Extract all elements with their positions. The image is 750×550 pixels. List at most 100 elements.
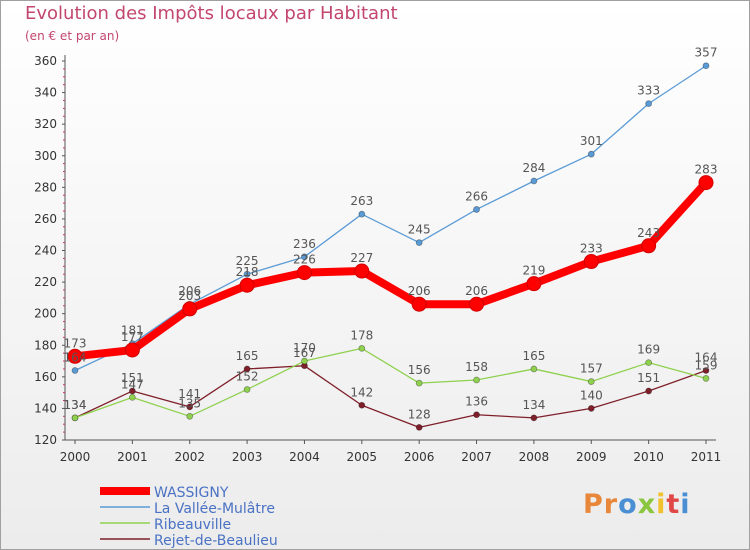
data-label: 158 (465, 360, 488, 374)
data-label: 152 (236, 369, 259, 383)
legend-label: Rejet-de-Beaulieu (154, 533, 278, 549)
data-label: 227 (350, 251, 373, 265)
legend-label: La Vallée-Mulâtre (154, 501, 275, 517)
data-label: 245 (408, 223, 431, 237)
logo-letter: P (583, 489, 604, 520)
data-point (415, 379, 423, 387)
data-point (71, 367, 79, 374)
data-label: 141 (178, 387, 201, 401)
data-point (526, 276, 542, 292)
data-point (243, 270, 251, 278)
data-point (645, 387, 653, 395)
data-point (67, 348, 83, 364)
data-point (641, 238, 657, 254)
data-label: 178 (350, 328, 373, 342)
logo-letter: x (637, 489, 657, 520)
data-point (71, 414, 79, 422)
data-label: 156 (408, 363, 431, 377)
data-point (411, 296, 427, 312)
x-tick-label: 2003 (232, 450, 263, 464)
data-label: 226 (293, 253, 316, 267)
data-label: 165 (522, 349, 545, 363)
series-line (71, 178, 710, 361)
y-tick-label: 340 (34, 86, 57, 100)
data-point (415, 423, 423, 431)
data-point (702, 62, 710, 70)
data-label: 159 (695, 358, 718, 372)
data-point (239, 277, 255, 293)
y-tick-label: 280 (34, 180, 57, 194)
logo-letter: o (618, 489, 638, 520)
data-label: 236 (293, 237, 316, 251)
logo-letter: t (666, 489, 681, 520)
data-label: 157 (580, 362, 603, 376)
data-point (301, 357, 308, 365)
data-label: 266 (465, 189, 488, 203)
data-point (702, 375, 710, 382)
data-label: 177 (121, 330, 144, 344)
data-label: 134 (64, 398, 87, 412)
data-point (645, 100, 653, 108)
data-label: 136 (465, 395, 488, 409)
y-axis: 120 140 160 180 200 220 240 260 280 300 320 340 360 (34, 54, 66, 447)
data-point (645, 359, 653, 367)
y-tick-label: 220 (34, 275, 57, 289)
data-label: 218 (236, 265, 259, 279)
logo-letter: i (680, 489, 691, 520)
data-point (587, 378, 595, 385)
data-label: 225 (236, 254, 259, 268)
data-label: 206 (178, 284, 201, 298)
data-point (128, 387, 136, 395)
x-tick-label: 2000 (60, 450, 91, 464)
data-point (473, 206, 480, 213)
data-point (358, 210, 366, 218)
data-label: 167 (293, 346, 316, 360)
y-tick-label: 300 (34, 149, 57, 163)
y-tick-label: 180 (34, 338, 57, 352)
data-label: 333 (637, 84, 660, 98)
data-point (182, 301, 198, 317)
data-label: 151 (637, 371, 660, 385)
data-point (530, 414, 538, 422)
data-point (587, 150, 595, 158)
y-tick-label: 260 (34, 212, 57, 226)
legend-label: Ribeauville (154, 517, 231, 533)
chart-subtitle: (en € et par an) (25, 29, 120, 43)
data-label: 206 (465, 284, 488, 298)
data-point (186, 403, 194, 411)
data-point (358, 345, 366, 352)
x-tick-label: 2010 (633, 450, 664, 464)
data-label: 140 (580, 388, 603, 402)
series-line (74, 365, 707, 429)
x-tick-label: 2001 (117, 450, 148, 464)
data-label: 301 (580, 134, 603, 148)
y-tick-label: 360 (34, 54, 57, 68)
x-tick-label: 2011 (691, 450, 722, 464)
data-point (702, 367, 710, 374)
series-line (74, 347, 707, 419)
proxiti-logo: Proxiti (583, 489, 691, 520)
x-tick-label: 2008 (519, 450, 550, 464)
x-tick-label: 2005 (347, 450, 378, 464)
logo-letter: r (603, 489, 619, 520)
data-label: 206 (408, 284, 431, 298)
series-line (74, 65, 707, 372)
logo-letter: i (656, 489, 667, 520)
data-label: 135 (178, 396, 201, 410)
data-label: 164 (64, 351, 87, 365)
data-point (473, 376, 480, 384)
data-label: 203 (178, 289, 201, 303)
data-label: 243 (637, 226, 660, 240)
y-tick-label: 160 (34, 370, 57, 384)
y-tick-label: 200 (34, 307, 57, 321)
chart-title: Evolution des Impôts locaux par Habitant (25, 3, 398, 24)
data-point (296, 265, 312, 281)
y-tick-label: 120 (34, 433, 57, 447)
x-tick-label: 2007 (461, 450, 492, 464)
legend-label: WASSIGNY (154, 485, 229, 501)
data-point (415, 239, 423, 247)
data-label: 164 (695, 351, 718, 365)
data-point (530, 177, 538, 185)
